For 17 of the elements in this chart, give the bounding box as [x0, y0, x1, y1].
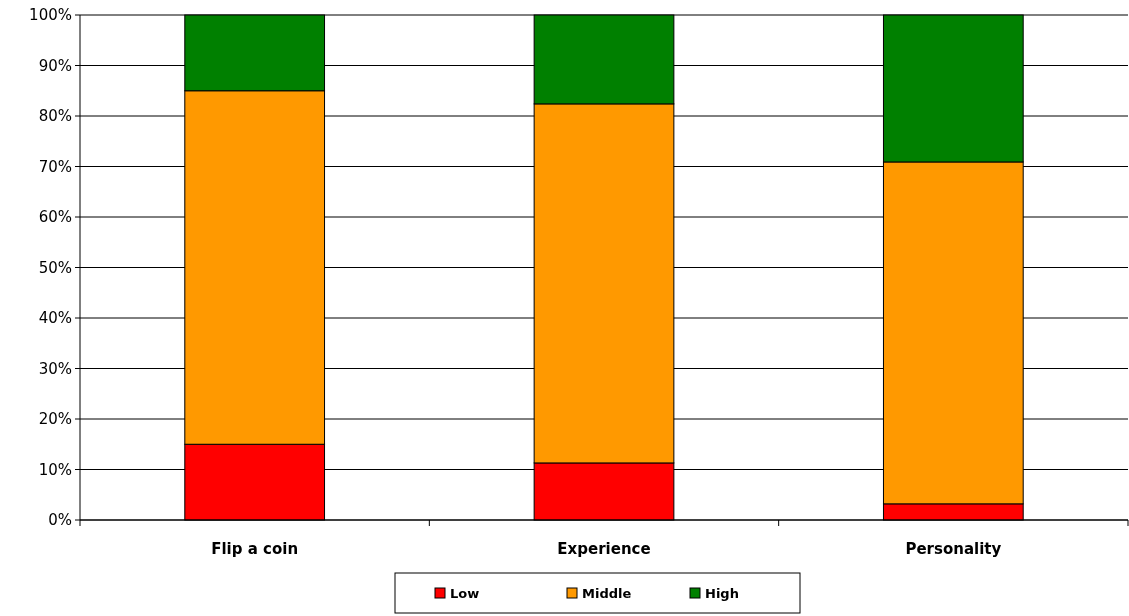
- legend-label: Middle: [582, 585, 632, 601]
- legend-label: High: [705, 585, 739, 601]
- y-tick-label: 40%: [38, 309, 72, 328]
- x-tick-label: Personality: [905, 540, 1002, 558]
- y-tick-label: 100%: [29, 6, 72, 25]
- y-tick-label: 60%: [38, 208, 72, 227]
- y-tick-label: 0%: [48, 511, 72, 530]
- x-tick-label: Experience: [557, 540, 651, 558]
- legend-label: Low: [450, 585, 480, 601]
- y-tick-label: 10%: [38, 460, 72, 479]
- y-tick-label: 50%: [38, 258, 72, 277]
- y-tick-label: 30%: [38, 359, 72, 378]
- x-tick-label: Flip a coin: [211, 540, 299, 558]
- y-tick-label: 70%: [38, 157, 72, 176]
- y-tick-label: 90%: [38, 56, 72, 75]
- y-tick-label: 80%: [38, 107, 72, 126]
- y-tick-label: 20%: [38, 410, 72, 429]
